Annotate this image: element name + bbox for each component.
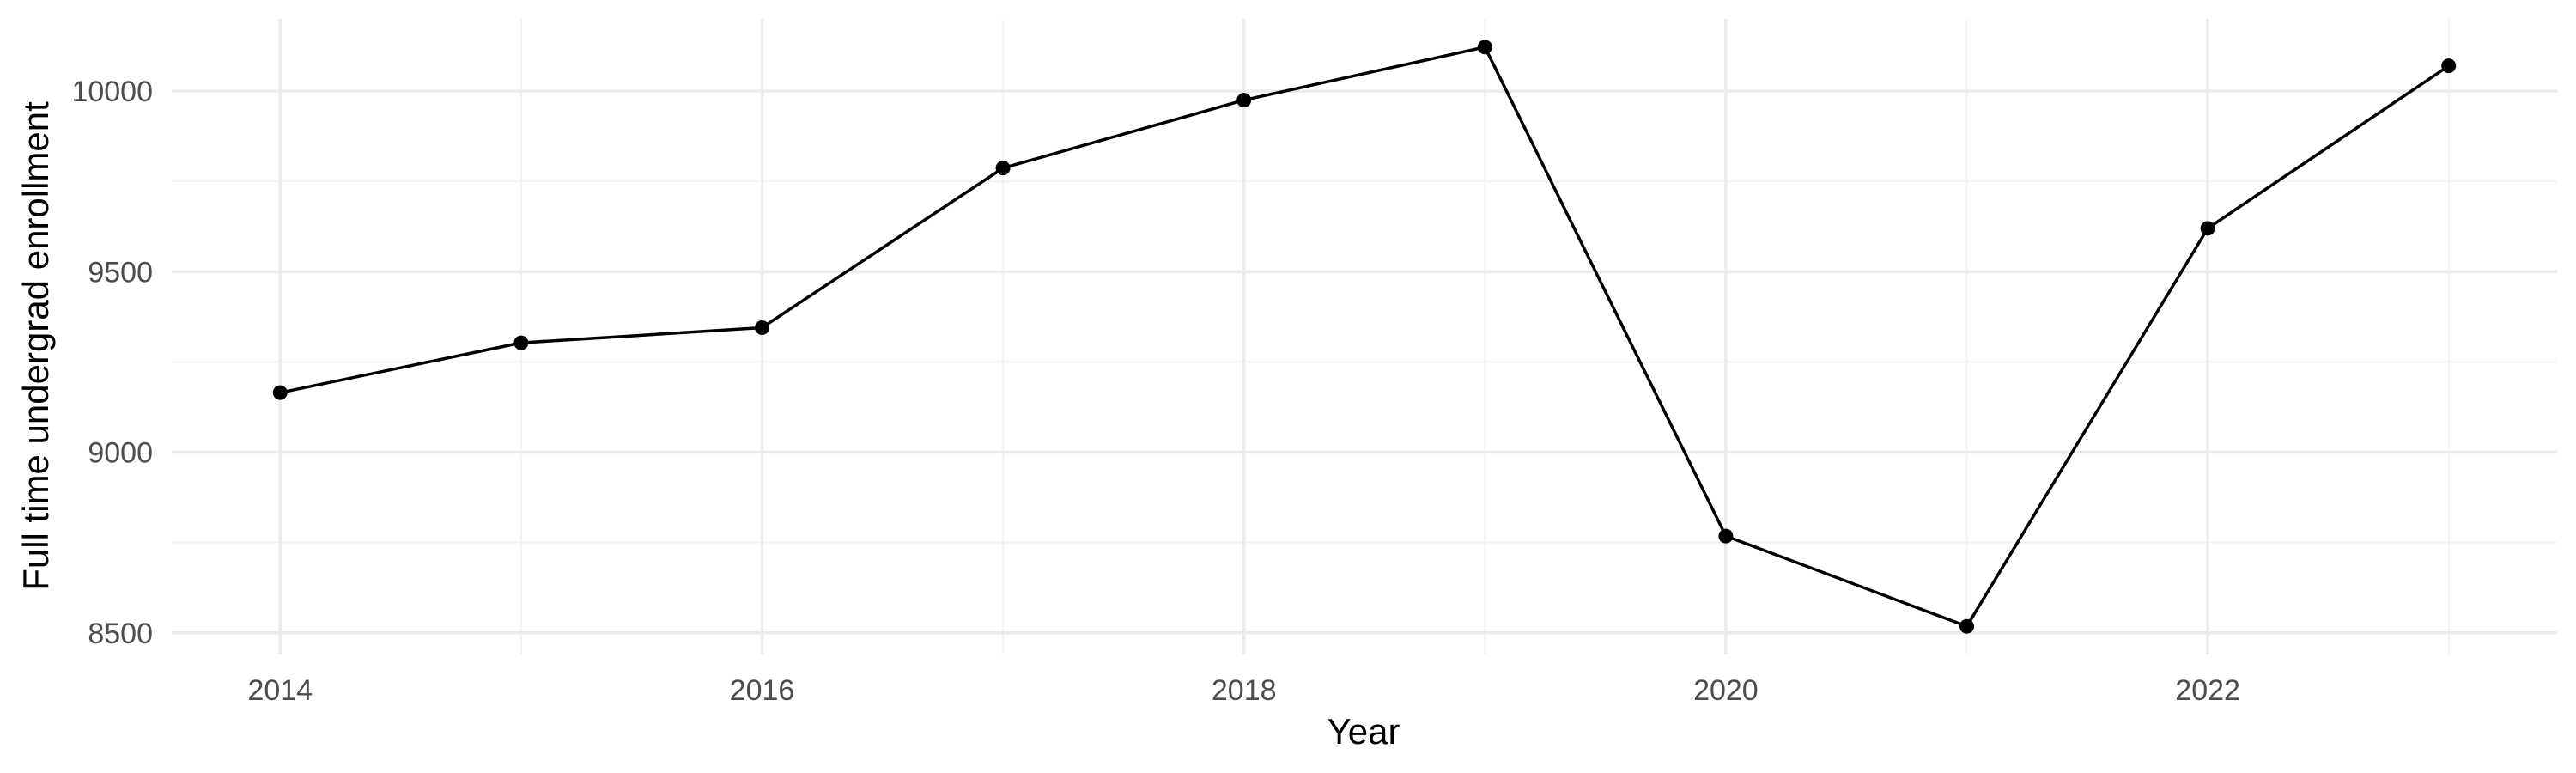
- data-point: [1236, 93, 1252, 108]
- data-point: [754, 320, 769, 335]
- x-axis-title: Year: [1327, 711, 1400, 752]
- series-group: [278, 46, 2451, 628]
- y-tick-label: 10000: [71, 76, 153, 108]
- data-point: [1477, 40, 1492, 55]
- x-tick-label: 2022: [2175, 674, 2240, 707]
- x-tick-label: 2014: [247, 674, 313, 707]
- x-tick-label: 2016: [730, 674, 795, 707]
- data-point: [1718, 528, 1734, 544]
- data-point: [513, 335, 529, 350]
- y-tick-label: 8500: [88, 618, 153, 650]
- data-point: [1959, 618, 1975, 634]
- x-axis-ticks: 2014 2016 2018 2020 2022: [247, 674, 2239, 707]
- data-points: [272, 40, 2457, 634]
- data-point: [272, 385, 288, 400]
- data-point: [995, 161, 1011, 176]
- grid-lines: [172, 19, 2557, 654]
- series-line: [278, 46, 2451, 628]
- y-tick-label: 9500: [88, 256, 153, 289]
- data-point: [2441, 58, 2457, 74]
- x-tick-label: 2020: [1693, 674, 1759, 707]
- y-axis-ticks: 8500 9000 9500 10000: [71, 76, 153, 650]
- y-tick-label: 9000: [88, 437, 153, 470]
- data-point: [2200, 221, 2215, 236]
- y-axis-title: Full time undergrad enrollment: [15, 101, 56, 591]
- x-tick-label: 2018: [1212, 674, 1277, 707]
